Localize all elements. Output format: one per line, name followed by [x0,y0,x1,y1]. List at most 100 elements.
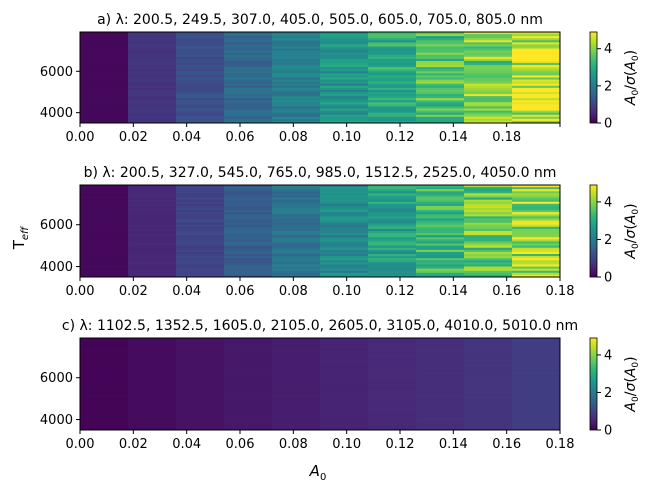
heatmap-cell [320,356,369,360]
heatmap-cell [368,50,417,54]
heatmap-cell [272,425,321,429]
heatmap-cell [80,197,129,201]
heatmap-cell [176,224,225,228]
heatmap-cell [176,409,225,412]
heatmap-cell [368,81,417,85]
heatmap-cell [464,346,513,349]
heatmap-cell [464,365,513,368]
heatmap-cell [464,87,513,91]
heatmap-cell [512,75,561,78]
heatmap-cell [368,201,417,205]
heatmap-cell [272,251,321,255]
heatmap-cell [128,425,177,429]
heatmap-cell [512,342,561,345]
heatmap-cell [176,94,225,97]
heatmap-cell [128,94,177,97]
heatmap-cell [464,220,513,224]
heatmap-cell [176,231,225,234]
heatmap-cell [416,373,465,377]
heatmap-cell [464,85,513,89]
heatmap-cell [368,189,417,192]
heatmap-cell [272,228,321,232]
heatmap-cell [416,71,465,74]
heatmap-cell [320,38,369,41]
heatmap-cell [464,258,513,261]
heatmap-cell [80,413,129,416]
heatmap-cell [224,404,273,408]
heatmap-cell [512,400,561,404]
heatmap-cell [80,94,129,97]
heatmap-cell [80,187,129,190]
heatmap-cell [464,222,513,226]
heatmap-cell [272,266,321,270]
heatmap-cell [416,195,465,198]
heatmap-cell [80,87,129,91]
panel-b: b) λ: 200.5, 327.0, 545.0, 765.0, 985.0,… [40,165,641,299]
heatmap-cell [80,201,129,205]
heatmap-cell [128,411,177,414]
heatmap-cell [80,243,129,247]
heatmap-cell [272,56,321,60]
heatmap-cell [272,83,321,87]
heatmap-cell [368,377,417,381]
heatmap-cell [368,356,417,360]
heatmap-cell [512,120,561,124]
heatmap-cell [176,398,225,402]
heatmap-cell [416,60,465,64]
heatmap-cell [80,411,129,414]
heatmap-cell [512,384,561,387]
heatmap-cell [368,264,417,267]
heatmap-cell [368,42,417,45]
heatmap-cell [128,369,177,372]
heatmap-cell [416,260,465,263]
heatmap-cell [368,56,417,60]
heatmap-cell [416,199,465,203]
heatmap-cell [80,270,129,274]
heatmap-cell [176,367,225,370]
heatmap-cell [272,71,321,74]
heatmap-cell [272,398,321,402]
heatmap-cell [224,120,273,124]
heatmap-cell [416,48,465,52]
heatmap-cell [512,423,561,427]
heatmap-cell [272,89,321,93]
heatmap-cell [272,79,321,83]
heatmap-cell [320,272,369,276]
heatmap-cell [176,65,225,68]
heatmap-cell [320,50,369,54]
heatmap-cell [80,260,129,263]
heatmap-cell [224,258,273,261]
heatmap-cell [224,100,273,103]
heatmap-cell [128,40,177,43]
heatmap-cell [512,40,561,43]
heatmap-cell [128,52,177,56]
heatmap-cell [320,402,369,406]
heatmap-cell [224,379,273,383]
heatmap-cell [320,63,369,66]
heatmap-cell [128,224,177,228]
heatmap-cell [464,40,513,43]
heatmap-cell [128,249,177,253]
heatmap-cell [80,423,129,427]
heatmap-cell [224,381,273,385]
heatmap-cell [272,52,321,56]
heatmap-cell [416,409,465,412]
heatmap-cell [512,116,561,120]
heatmap-cell [368,346,417,349]
heatmap-cell [272,220,321,224]
heatmap-cell [176,75,225,78]
heatmap-cell [176,365,225,368]
heatmap-cell [416,270,465,274]
heatmap-cell [368,398,417,402]
heatmap-cell [368,222,417,226]
heatmap-cell [272,199,321,203]
heatmap-cell [224,415,273,418]
heatmap-cell [128,228,177,232]
heatmap-cell [80,251,129,255]
heatmap-cell [224,191,273,194]
heatmap-cell [80,256,129,259]
heatmap-cell [320,369,369,372]
heatmap-cell [320,411,369,414]
heatmap-cell [128,118,177,122]
heatmap-cell [464,100,513,103]
